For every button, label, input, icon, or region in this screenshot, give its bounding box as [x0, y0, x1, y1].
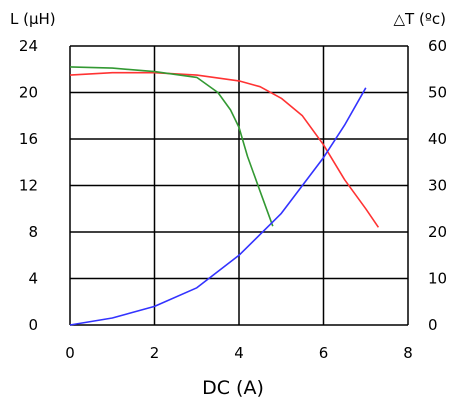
- y-left-tick-label: 0: [28, 316, 38, 334]
- y-right-tick-label: 20: [428, 223, 447, 241]
- series-line-1: [69, 71, 380, 228]
- x-tick-label: 8: [403, 344, 413, 362]
- y-right-tick-label: 50: [428, 84, 447, 102]
- y-left-tick-label: 24: [19, 37, 38, 55]
- y-right-tick-label: 40: [428, 130, 447, 148]
- y-left-tick-label: 4: [28, 270, 38, 288]
- y-left-axis-label: L (µH): [10, 10, 56, 28]
- x-axis-label: DC (A): [202, 377, 264, 399]
- y-right-tick-label: 30: [428, 177, 447, 195]
- y-left-tick-label: 16: [19, 130, 38, 148]
- y-right-tick-label: 0: [428, 316, 438, 334]
- y-right-tick-label: 60: [428, 37, 447, 55]
- x-tick-label: 4: [234, 344, 244, 362]
- y-left-tick-label: 20: [19, 84, 38, 102]
- grid: [69, 45, 409, 326]
- y-left-tick-label: 12: [19, 177, 38, 195]
- y-right-tick-label: 10: [428, 270, 447, 288]
- x-tick-label: 6: [319, 344, 329, 362]
- series-line-2: [69, 66, 274, 227]
- y-right-axis-label: △T (ºc): [394, 10, 447, 28]
- series-group: [69, 66, 380, 326]
- x-tick-label: 0: [65, 344, 75, 362]
- y-left-tick-label: 8: [28, 223, 38, 241]
- x-tick-label: 2: [150, 344, 160, 362]
- series-line-3: [69, 87, 367, 326]
